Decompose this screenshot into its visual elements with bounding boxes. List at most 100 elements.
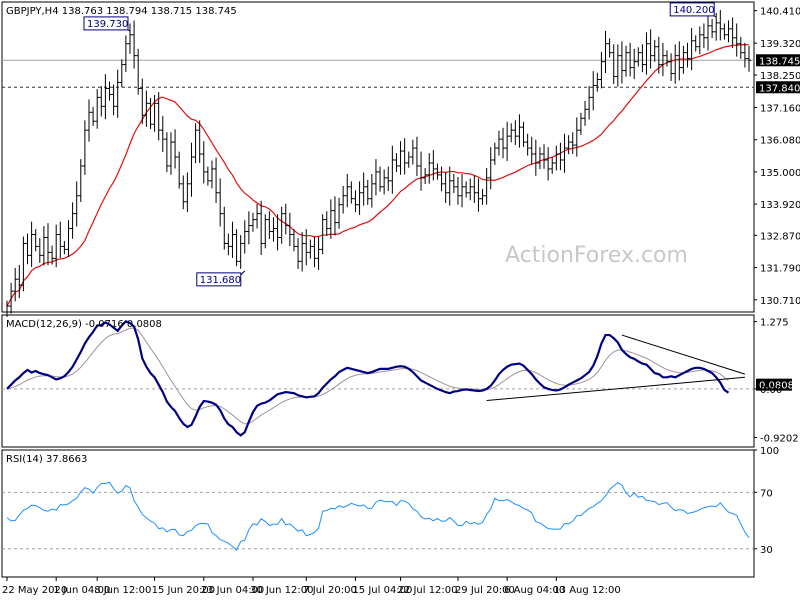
macd-trendline-0 xyxy=(486,376,745,402)
price-bar xyxy=(607,38,612,58)
x-tick-label: 29 Jul 20:00 xyxy=(455,585,515,596)
price-bar xyxy=(718,10,723,41)
price-bar xyxy=(390,145,395,194)
price-bar xyxy=(238,235,243,269)
macd-line xyxy=(6,320,730,437)
price-bar xyxy=(152,95,157,132)
price-ytick-label: 130.710 xyxy=(760,296,800,307)
price-bar xyxy=(21,236,26,292)
x-tick-label: 7 Jul 20:00 xyxy=(303,585,357,596)
price-bar xyxy=(628,42,633,77)
rsi-ytick-label: 100 xyxy=(760,446,779,457)
macd-ytick-label: -0.9202 xyxy=(760,434,799,445)
price-bar xyxy=(537,147,542,170)
price-bar xyxy=(328,199,333,239)
price-bar xyxy=(447,166,452,206)
price-bar xyxy=(410,139,415,165)
price-ytick-label: 135.000 xyxy=(760,168,800,179)
price-bar xyxy=(312,236,317,268)
price-bar xyxy=(468,178,473,201)
x-tick-label: 22 Jul 12:00 xyxy=(398,585,458,596)
price-bar xyxy=(62,241,67,255)
price-bar xyxy=(373,159,378,196)
price-bar xyxy=(398,141,403,175)
price-bar xyxy=(283,203,288,235)
price-bar xyxy=(250,212,255,232)
price-bar xyxy=(472,175,477,203)
price-bar xyxy=(431,150,436,181)
price-bar xyxy=(45,223,50,266)
price-moving-average-line xyxy=(6,44,750,307)
rsi-ytick-label: 30 xyxy=(760,545,773,556)
price-bar xyxy=(738,36,743,59)
price-bar xyxy=(320,214,325,255)
price-bar xyxy=(386,166,391,192)
price-bar xyxy=(587,86,592,120)
price-bar xyxy=(697,26,702,55)
price-bar xyxy=(86,99,91,142)
price-bar xyxy=(107,81,112,101)
price-bar xyxy=(41,226,46,266)
annotation-box-2 xyxy=(669,2,715,17)
price-bar xyxy=(501,127,506,159)
price-bar xyxy=(685,42,690,68)
price-bar xyxy=(296,238,301,269)
price-bar xyxy=(423,168,428,185)
price-bar xyxy=(578,112,583,136)
x-tick-label: 15 Jun 20:00 xyxy=(152,585,216,596)
annotation-box-0 xyxy=(83,16,129,31)
price-bar xyxy=(349,181,354,204)
price-bar xyxy=(562,133,567,173)
price-bar xyxy=(492,142,497,165)
price-bar xyxy=(29,221,34,267)
price-bar xyxy=(451,173,456,193)
macd-ytick-highlight-1 xyxy=(756,378,792,391)
price-bar xyxy=(484,168,489,205)
price-ytick-highlight-4 xyxy=(756,81,800,94)
price-bar xyxy=(550,157,555,174)
price-bar xyxy=(619,41,624,84)
price-bar xyxy=(414,136,419,177)
price-bar xyxy=(54,224,59,268)
price-bar xyxy=(673,44,678,84)
price-bar xyxy=(644,32,649,75)
price-bar xyxy=(119,59,124,88)
price-bar xyxy=(234,229,239,267)
price-bar xyxy=(554,145,559,171)
price-bar xyxy=(529,136,534,165)
price-bar xyxy=(50,245,55,265)
price-bar xyxy=(177,151,182,189)
rsi-panel-frame xyxy=(1,449,755,578)
price-bar xyxy=(509,123,514,143)
price-bar xyxy=(111,84,116,116)
macd-ytick-label: 0.0808 xyxy=(759,381,794,392)
price-bar xyxy=(136,48,141,95)
price-bar xyxy=(595,72,600,92)
price-bar xyxy=(542,144,547,169)
price-bar xyxy=(505,121,510,161)
price-bar xyxy=(263,214,268,249)
price-bar xyxy=(304,229,309,266)
price-bar xyxy=(353,190,358,213)
price-bar xyxy=(271,217,276,242)
price-ytick-label: 131.790 xyxy=(760,264,800,275)
price-panel-frame xyxy=(1,1,755,313)
price-bar xyxy=(332,196,337,236)
price-bar xyxy=(246,211,251,245)
price-bar xyxy=(730,17,735,48)
rsi-title: RSI(14) 37.8663 xyxy=(6,454,87,465)
price-bar xyxy=(615,44,620,87)
price-bar xyxy=(460,173,465,208)
price-bar xyxy=(144,90,149,127)
price-bar xyxy=(660,42,665,77)
price-bar xyxy=(181,175,186,210)
price-bar xyxy=(722,23,727,40)
price-bar xyxy=(70,202,75,239)
macd-trendline-1 xyxy=(621,334,746,375)
price-bar xyxy=(361,172,366,206)
price-bar xyxy=(693,35,698,52)
price-bar xyxy=(300,232,305,272)
price-bar xyxy=(369,173,374,208)
macd-panel-frame xyxy=(1,314,755,448)
price-bar xyxy=(583,100,588,126)
